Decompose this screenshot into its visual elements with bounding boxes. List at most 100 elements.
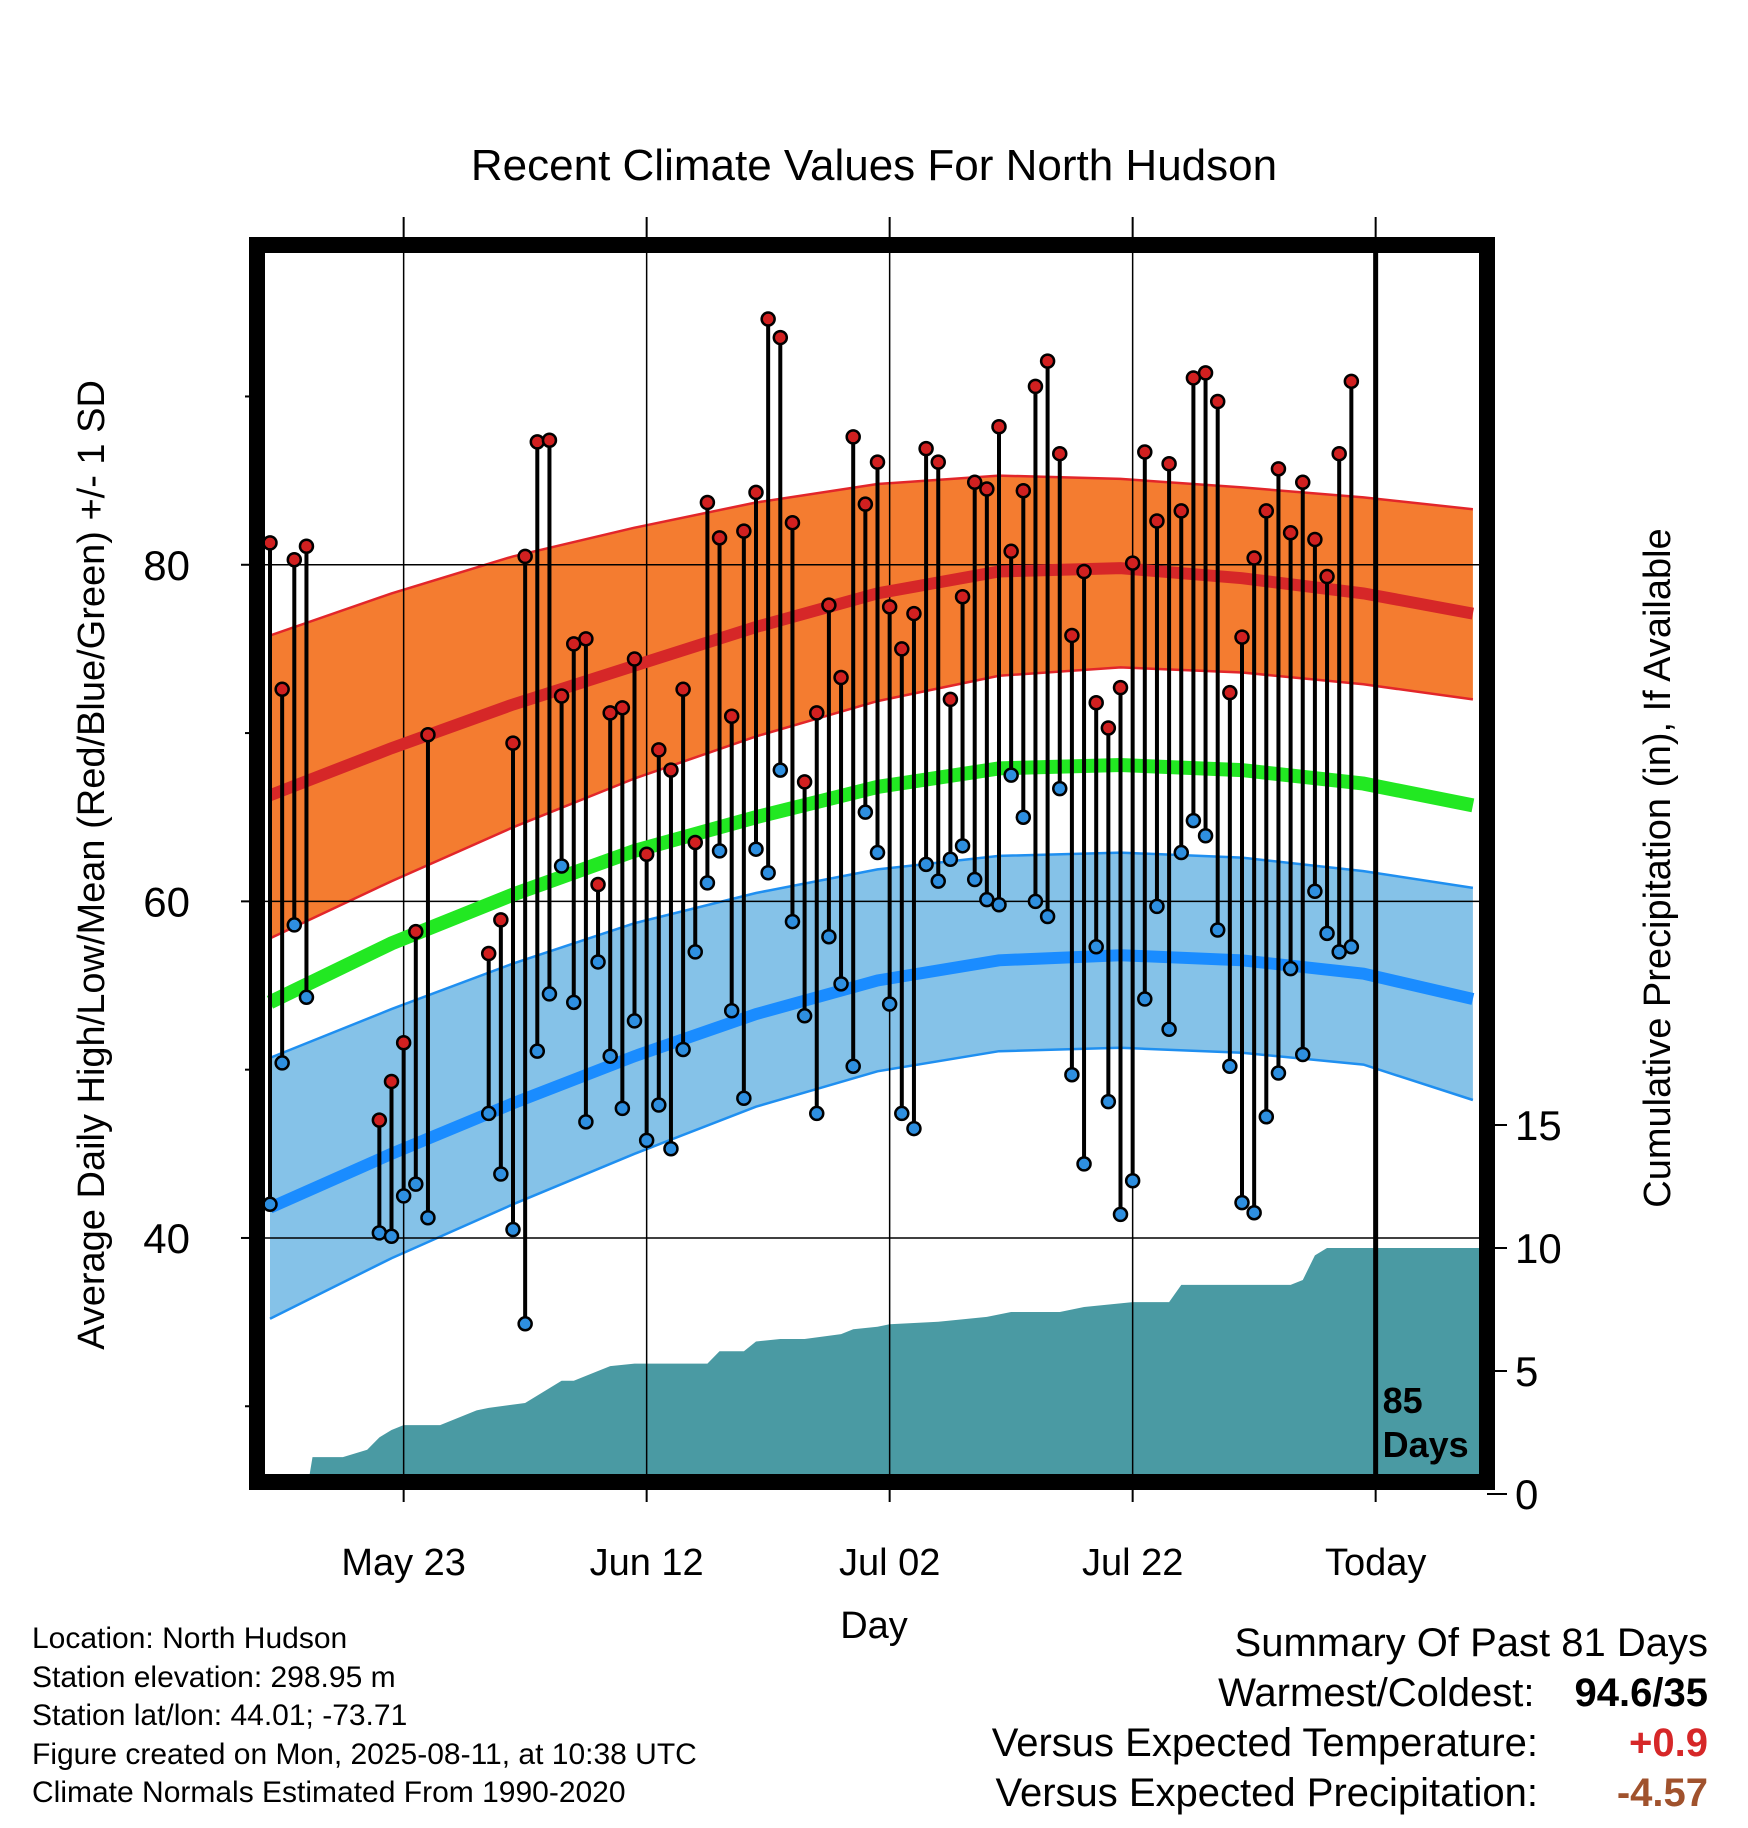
daily-high-point xyxy=(480,945,497,962)
daily-low-point xyxy=(590,954,606,970)
y-axis-label-right: Cumulative Precipitation (in), If Availa… xyxy=(1637,528,1679,1207)
daily-low-point xyxy=(675,1041,691,1058)
daily-high-point xyxy=(966,474,983,491)
daily-low-point xyxy=(651,1097,667,1113)
daily-low-point xyxy=(1319,925,1335,942)
daily-high-point xyxy=(991,419,1007,435)
daily-low-point xyxy=(663,1141,679,1157)
daily-low-point xyxy=(505,1221,521,1238)
daily-high-point xyxy=(699,494,716,511)
y-axis-label-left: Average Daily High/Low/Mean (Red/Blue/Gr… xyxy=(71,380,113,1350)
daily-low-point xyxy=(760,865,776,881)
daily-high-point xyxy=(954,588,971,605)
daily-high-point xyxy=(760,311,776,327)
daily-high-point xyxy=(1307,531,1323,548)
y-tick-label: 40 xyxy=(143,1215,190,1262)
daily-low-point xyxy=(493,1166,509,1182)
precip-vs-expected-value: -4.57 xyxy=(1616,1771,1708,1815)
daily-low-point xyxy=(1015,809,1032,825)
daily-high-point xyxy=(626,651,643,667)
y2-tick-label: 5 xyxy=(1515,1348,1538,1395)
daily-high-point xyxy=(274,681,290,698)
daily-high-point xyxy=(1064,627,1080,644)
daily-high-point xyxy=(420,727,436,743)
temp-vs-expected-value: +0.9 xyxy=(1629,1721,1708,1765)
daily-high-point xyxy=(395,1034,412,1051)
daily-high-point xyxy=(505,735,521,751)
daily-low-point xyxy=(541,986,558,1002)
y2-tick-label: 15 xyxy=(1515,1102,1562,1149)
daily-high-point xyxy=(517,548,533,565)
daily-low-point xyxy=(954,838,971,854)
daily-low-point xyxy=(687,944,703,960)
daily-low-point xyxy=(918,856,934,873)
daily-low-point xyxy=(894,1105,910,1122)
daily-low-point xyxy=(1282,960,1299,977)
low-lower-edge xyxy=(269,1046,1474,1320)
daily-low-point xyxy=(723,1003,740,1019)
figure-created: Figure created on Mon, 2025-08-11, at 10… xyxy=(32,1737,697,1771)
station-location: Location: North Hudson xyxy=(32,1622,348,1655)
daily-high-point xyxy=(687,834,703,851)
daily-high-point xyxy=(1100,720,1117,736)
daily-high-point xyxy=(1282,525,1299,541)
daily-low-point xyxy=(480,1105,497,1122)
daily-high-point xyxy=(723,708,740,724)
daily-high-point xyxy=(1039,353,1056,369)
daily-low-point xyxy=(942,851,959,868)
climate-normals-period: Climate Normals Estimated From 1990-2020 xyxy=(32,1776,626,1809)
daily-low-point xyxy=(699,875,716,891)
daily-low-point xyxy=(578,1114,594,1130)
daily-low-point xyxy=(638,1132,655,1149)
daily-low-point xyxy=(833,976,849,992)
daily-low-point xyxy=(1124,1172,1141,1189)
x-tick-label: Jul 02 xyxy=(839,1542,940,1584)
daily-high-point xyxy=(942,691,959,708)
daily-low-point xyxy=(1258,1109,1275,1125)
daily-low-point xyxy=(1076,1156,1092,1172)
daily-high-point xyxy=(1027,378,1044,395)
daily-low-point xyxy=(383,1228,400,1245)
daily-high-point xyxy=(711,530,728,546)
low-upper-edge xyxy=(269,851,1474,1060)
daily-high-point xyxy=(1222,684,1238,701)
today-annotation: 85 xyxy=(1383,1380,1423,1421)
daily-high-point xyxy=(748,484,764,501)
y-tick-label: 80 xyxy=(143,542,190,589)
daily-low-point xyxy=(784,913,801,930)
daily-low-point xyxy=(420,1210,436,1226)
daily-low-point xyxy=(626,1013,643,1029)
daily-low-point xyxy=(821,928,837,945)
high-sd-band xyxy=(270,475,1473,939)
daily-low-point xyxy=(1185,812,1202,829)
summary-temp: Versus Expected Temperature: +0.9 xyxy=(992,1718,1708,1768)
daily-high-point xyxy=(1234,629,1250,645)
daily-low-point xyxy=(869,844,886,861)
daily-high-point xyxy=(1112,679,1129,696)
y2-tick-label: 0 xyxy=(1515,1471,1538,1518)
daily-low-point xyxy=(614,1100,631,1117)
station-elevation: Station elevation: 298.95 m xyxy=(32,1660,396,1694)
daily-low-point xyxy=(1307,883,1323,900)
daily-low-point xyxy=(1209,922,1226,938)
daily-low-point xyxy=(1052,780,1068,797)
daily-low-point xyxy=(1112,1206,1129,1223)
summary-precip: Versus Expected Precipitation: -4.57 xyxy=(992,1768,1708,1818)
daily-high-point xyxy=(821,597,837,613)
daily-low-point xyxy=(1295,1046,1311,1063)
daily-high-point xyxy=(1343,373,1360,390)
daily-low-point xyxy=(736,1090,752,1107)
x-tick-label: Jul 22 xyxy=(1082,1542,1183,1584)
daily-low-point xyxy=(1161,1021,1177,1038)
plot-frame xyxy=(249,237,1495,1490)
daily-low-point xyxy=(298,989,315,1006)
daily-high-point xyxy=(1209,393,1226,410)
warmest-coldest-value: 94.6/35 xyxy=(1574,1671,1708,1715)
daily-high-point xyxy=(1076,563,1092,580)
daily-high-point xyxy=(736,523,752,539)
x-tick-label: Today xyxy=(1325,1542,1426,1584)
daily-high-point xyxy=(1161,456,1177,472)
daily-low-point xyxy=(529,1043,546,1059)
daily-high-point xyxy=(651,742,667,758)
x-tick-label: May 23 xyxy=(341,1542,466,1584)
